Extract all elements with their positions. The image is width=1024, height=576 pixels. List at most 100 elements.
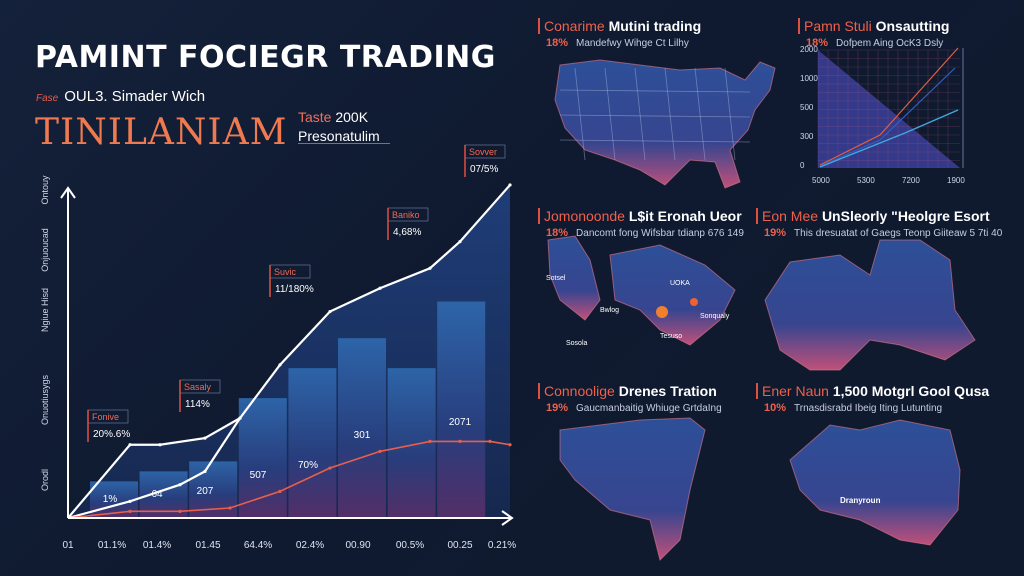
mini-y-tick: 2000 <box>800 45 818 54</box>
x-tick-label: 01.45 <box>195 540 220 551</box>
main-chart: 01 01.1% 01.4% 01.45 64.4% 02.4% 00.90 00.5% 00.… <box>40 144 516 551</box>
mini-line <box>819 67 956 167</box>
mini-line <box>819 47 959 166</box>
map-marker-icon <box>656 306 668 318</box>
callout-value: 11/180% <box>275 284 314 295</box>
panel-4: Eon Mee UnSleorly "Heolgre Esort 19% This … <box>756 208 1002 239</box>
map-shape <box>609 244 736 346</box>
panel-key: Eon Mee <box>762 208 819 224</box>
mini-y-tick: 1000 <box>800 74 818 83</box>
callout: Fonive 20%.6% <box>87 409 130 442</box>
mini-y-tick: 500 <box>800 103 814 112</box>
panel-description: Dancomt fong Wifsbar tdianp 676 149 <box>576 228 744 239</box>
x-tick-label: 00.90 <box>345 540 370 551</box>
callout-label: Baniko <box>392 210 420 220</box>
callout-value: 4,68% <box>393 227 421 238</box>
state-border <box>559 114 751 118</box>
panel-key: Pamn Stuli <box>804 18 872 34</box>
y-axis-label: Ontouy <box>40 175 50 205</box>
bar-label: 1% <box>103 494 118 505</box>
state-border <box>559 139 751 143</box>
callout: Suvic 11/180% <box>269 264 314 297</box>
map-shape <box>547 235 601 321</box>
data-point <box>458 439 462 444</box>
data-point <box>158 443 162 447</box>
state-border <box>664 67 676 161</box>
panel-title: Drenes Tration <box>618 383 717 399</box>
map-label: Sosola <box>566 340 588 347</box>
stat-value: 200K <box>335 109 369 125</box>
state-border <box>724 67 736 161</box>
panel-percent: 19% <box>764 227 787 239</box>
divider <box>298 143 390 144</box>
callout-label: Fonive <box>92 412 119 422</box>
x-tick-label: 01.1% <box>98 540 126 551</box>
data-point <box>428 266 432 270</box>
data-point <box>203 436 207 440</box>
map-label: Sotsel <box>546 275 566 282</box>
bar-label: 70% <box>298 460 318 471</box>
callout-value: 07/5% <box>470 164 498 175</box>
panel-title: Mutini trading <box>608 18 702 34</box>
panel-description: Dofpem Aing OcK3 Dsly <box>836 38 944 49</box>
callout-label: Sasaly <box>184 382 212 392</box>
x-axis-arrow-icon <box>501 510 514 526</box>
panel-percent: 10% <box>764 402 787 414</box>
data-point <box>178 509 182 513</box>
x-tick-label: 00.25 <box>447 540 472 551</box>
state-border <box>574 67 586 161</box>
mini-y-tick: 300 <box>800 132 814 141</box>
data-point <box>228 506 232 510</box>
data-point <box>328 466 332 470</box>
y-axis-label: Ngiue Hisd <box>40 288 50 332</box>
stat-label: Presonatulim <box>298 128 380 144</box>
callout-value: 20%.6% <box>93 429 130 440</box>
data-point <box>128 509 132 513</box>
callout-label: Sovver <box>469 147 497 157</box>
x-tick-label: 01 <box>62 540 74 551</box>
panel-title: 1,500 Motgrl Gool Qusa <box>832 383 990 399</box>
panel-3: Jomonoonde L$it Eronah Ueor 18% Dancomt fo… <box>538 208 744 239</box>
state-border <box>604 67 616 161</box>
panel-title: L$it Eronah Ueor <box>628 208 742 224</box>
mini-line <box>819 109 959 168</box>
callout: Baniko 4,68% <box>387 207 429 240</box>
panel-percent: 19% <box>546 402 569 414</box>
panel-2: Pamn Stuli Onsautting 18% Dofpem Aing OcK3… <box>798 18 949 49</box>
panel-description: This dresuatat of Gaegs Teonp Giiteaw 5 … <box>794 228 1003 239</box>
data-point <box>488 439 492 444</box>
data-point <box>508 443 512 447</box>
page-title: PAMINT FOCIEGR TRADING <box>35 40 496 75</box>
map-label: Sonqualy <box>700 313 730 320</box>
state-border <box>559 89 751 93</box>
panel-title: UnSleorly "Heolgre Esort <box>821 208 990 224</box>
data-point <box>238 416 242 420</box>
panel-1: Conarime Mutini trading 18% Mandefwy Wihge… <box>538 18 701 49</box>
mini-x-tick: 7200 <box>902 176 920 185</box>
callout-value: 114% <box>185 399 210 410</box>
x-tick-label: 02.4% <box>296 540 324 551</box>
panel-title: Onsautting <box>875 18 950 34</box>
bar <box>238 398 287 518</box>
state-border <box>694 67 706 161</box>
panel-percent: 18% <box>546 227 569 239</box>
panel-percent: 18% <box>806 37 829 49</box>
bar-label: 507 <box>250 470 267 481</box>
data-point <box>508 183 512 187</box>
data-point <box>328 309 332 314</box>
subtitle: Fase OUL3. Simader Wich <box>36 88 205 105</box>
stat-block: Taste 200K Presonatulim <box>298 108 380 146</box>
callout: Sasaly 114% <box>179 379 221 412</box>
y-axis-arrow-icon <box>60 186 76 199</box>
mini-chart: 2000 1000 500 300 0 5000 5300 7200 1900 <box>800 45 965 185</box>
map-label: Dranyroun <box>840 496 881 505</box>
map-marker-icon <box>690 298 698 306</box>
map-label: Bwlog <box>600 307 619 314</box>
data-point <box>378 449 382 453</box>
data-point <box>128 443 132 447</box>
map-shape <box>559 417 706 561</box>
x-tick-label: 64.4% <box>244 540 272 551</box>
panel-5: Connoolige Drenes Tration 19% Gaucmanbaiti… <box>538 383 722 414</box>
stat-key: Taste <box>298 109 332 125</box>
